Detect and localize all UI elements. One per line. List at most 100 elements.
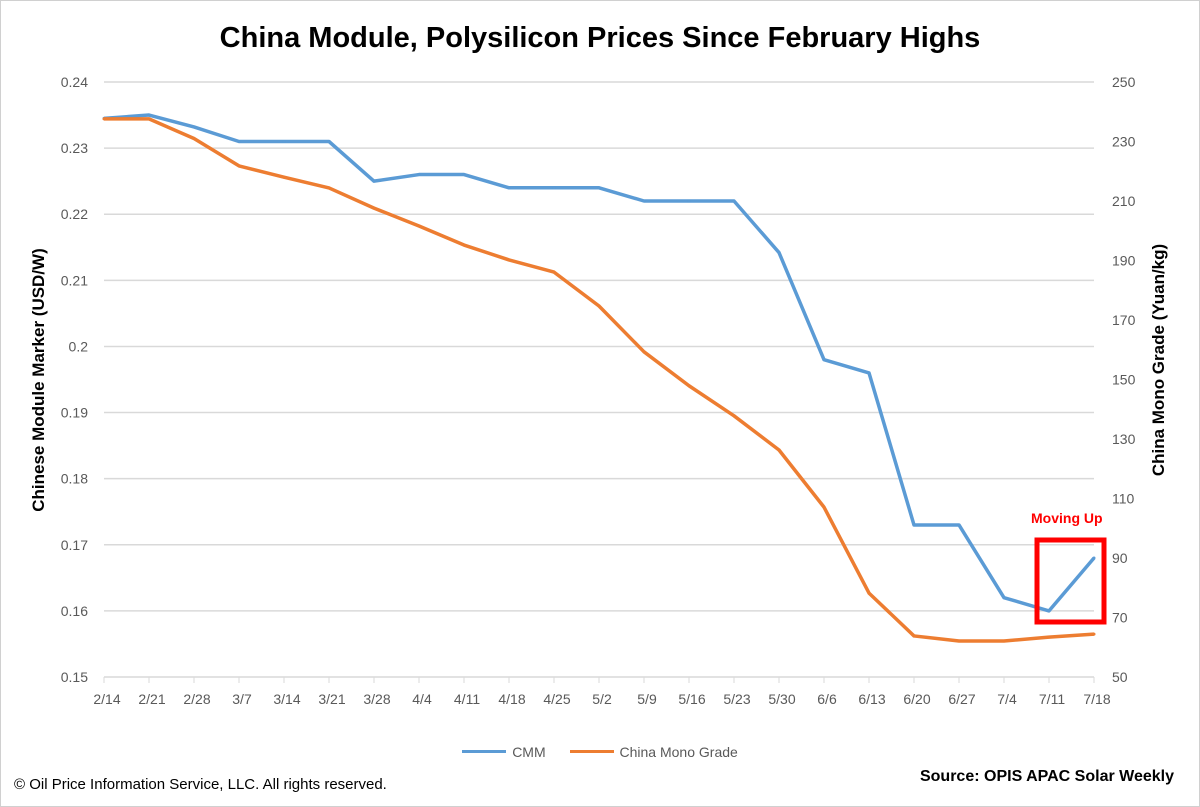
data-point: [912, 634, 916, 638]
data-point: [282, 140, 286, 143]
x-tick-label: 5/9: [637, 691, 657, 707]
y-tick-label: 0.2: [69, 338, 89, 354]
annotation-label: Moving Up: [1031, 510, 1103, 526]
x-tick-label: 6/13: [858, 691, 885, 707]
data-point: [1047, 609, 1051, 613]
y2-tick-label: 90: [1112, 550, 1128, 566]
x-tick-label: 3/14: [273, 691, 300, 707]
y2-tick-label: 150: [1112, 372, 1136, 388]
y-tick-label: 0.19: [61, 405, 88, 421]
data-point: [507, 258, 511, 262]
data-point: [372, 179, 376, 183]
y2-tick-label: 250: [1112, 74, 1136, 90]
data-point: [192, 125, 196, 129]
data-point: [372, 206, 376, 210]
data-point: [147, 117, 151, 121]
x-tick-label: 3/21: [318, 691, 345, 707]
x-tick-label: 3/7: [232, 691, 252, 707]
legend-label: CMM: [512, 743, 546, 760]
x-tick-label: 7/18: [1083, 691, 1110, 707]
data-point: [867, 591, 871, 595]
legend-label: China Mono Grade: [619, 743, 738, 760]
x-tick-label: 5/2: [592, 691, 612, 707]
y2-tick-label: 190: [1112, 253, 1136, 269]
data-point: [552, 186, 556, 190]
y-tick-label: 0.24: [61, 74, 88, 90]
y-tick-label: 0.16: [61, 603, 88, 619]
y-tick-label: 0.21: [61, 272, 88, 288]
x-tick-label: 6/6: [817, 691, 837, 707]
legend: CMM China Mono Grade: [0, 740, 1200, 760]
data-point: [327, 186, 331, 190]
legend-item-mono: China Mono Grade: [569, 743, 738, 760]
data-point: [957, 523, 961, 527]
data-point: [777, 251, 781, 255]
x-tick-label: 5/16: [678, 691, 705, 707]
data-point: [282, 175, 286, 179]
legend-swatch: [462, 750, 507, 753]
x-tick-label: 6/27: [948, 691, 975, 707]
y-tick-label: 0.23: [61, 140, 88, 156]
y2-tick-label: 210: [1112, 193, 1136, 209]
data-point: [687, 199, 691, 203]
copyright: © Oil Price Information Service, LLC. Al…: [14, 776, 387, 793]
y2-tick-label: 70: [1112, 610, 1128, 626]
data-point: [1002, 596, 1006, 600]
x-tick-label: 6/20: [903, 691, 930, 707]
y-tick-label: 0.17: [61, 537, 88, 553]
data-point: [642, 350, 646, 354]
source-note: Source: OPIS APAC Solar Weekly: [919, 768, 1174, 785]
data-point: [732, 414, 736, 418]
data-point: [957, 639, 961, 643]
y-tick-label: 0.18: [61, 471, 88, 487]
data-point: [552, 270, 556, 274]
x-tick-label: 4/11: [454, 691, 480, 707]
y-axis-title: Chinese Module Marker (USD/W): [29, 248, 48, 512]
data-point: [642, 199, 646, 203]
x-tick-label: 4/18: [498, 691, 525, 707]
data-point: [732, 199, 736, 203]
y2-tick-label: 170: [1112, 312, 1136, 328]
x-tick-label: 5/30: [768, 691, 795, 707]
series-line-china-mono-grade: [104, 117, 1095, 643]
data-point: [462, 243, 466, 247]
data-point: [417, 173, 421, 177]
data-point: [912, 523, 916, 527]
x-tick-label: 2/28: [183, 691, 210, 707]
data-point: [507, 186, 511, 190]
data-point: [597, 186, 601, 190]
legend-swatch: [569, 750, 614, 753]
data-point: [597, 304, 601, 308]
y-tick-label: 0.22: [61, 206, 88, 222]
x-tick-label: 5/23: [723, 691, 750, 707]
data-point: [1092, 632, 1096, 636]
data-point: [237, 140, 241, 143]
data-point: [102, 117, 106, 121]
x-tick-label: 7/4: [997, 691, 1017, 707]
y2-axis-title: China Mono Grade (Yuan/kg): [1149, 244, 1168, 476]
data-point: [1002, 639, 1006, 643]
data-point: [822, 505, 826, 509]
data-point: [822, 358, 826, 362]
x-tick-label: 4/25: [543, 691, 570, 707]
legend-item-cmm: CMM: [462, 743, 546, 760]
data-point: [867, 371, 871, 375]
y2-tick-label: 110: [1112, 491, 1135, 507]
data-point: [1092, 556, 1096, 560]
y2-tick-label: 230: [1112, 134, 1136, 150]
chart-title: China Module, Polysilicon Prices Since F…: [219, 22, 981, 54]
data-point: [147, 113, 151, 117]
y2-tick-label: 50: [1112, 669, 1128, 685]
data-point: [192, 137, 196, 141]
data-point: [237, 164, 241, 168]
data-point: [687, 384, 691, 388]
x-tick-label: 7/11: [1039, 691, 1065, 707]
x-tick-label: 2/21: [138, 691, 165, 707]
y-tick-label: 0.15: [61, 669, 88, 685]
x-tick-label: 3/28: [363, 691, 390, 707]
highlight-box: [1034, 537, 1107, 625]
data-point: [777, 448, 781, 452]
x-tick-label: 2/14: [93, 691, 120, 707]
x-tick-label: 4/4: [412, 691, 432, 707]
